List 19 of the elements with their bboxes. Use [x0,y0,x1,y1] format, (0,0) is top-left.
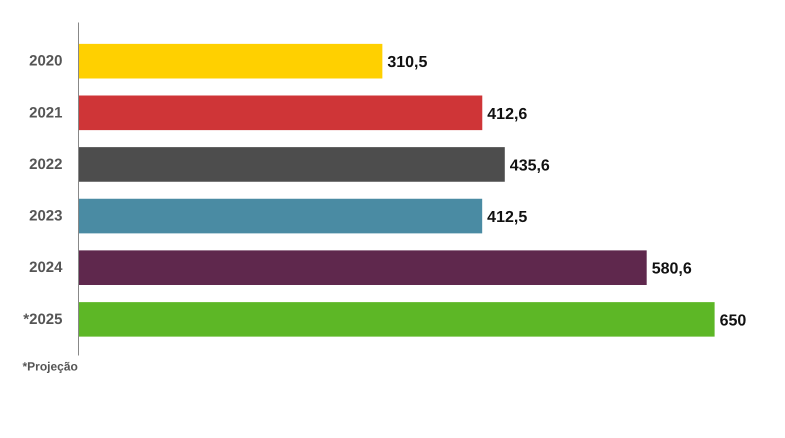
y-tick-label: 2024 [29,259,64,276]
text: *Projeção [22,360,78,374]
data-label: 435,6 [510,157,550,174]
y-tick-label: *2025 [23,310,63,328]
y-tick-label: 2020 [29,52,63,70]
data-label: 310,5 [387,54,428,72]
data-label: 412,5 [487,209,528,226]
data-label: 650 [720,312,746,330]
y-tick-label: 2023 [29,208,63,225]
bar [78,198,482,234]
data-label: 580,6 [652,260,692,278]
bar [78,96,482,130]
bar [78,147,505,182]
bar [78,302,715,337]
bar [78,44,382,79]
y-tick-label: 2022 [29,156,63,173]
bar [78,250,647,286]
data-label: 412,6 [487,106,528,123]
y-tick-label: 2021 [29,104,63,122]
